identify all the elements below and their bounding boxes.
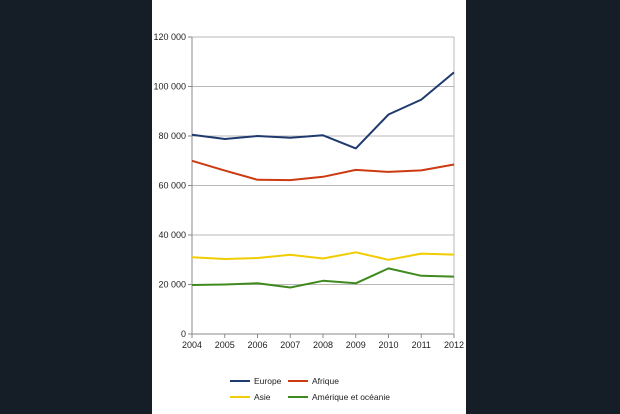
legend-label-europe: Europe xyxy=(254,376,282,386)
legend-label-asie: Asie xyxy=(254,392,271,402)
y-tick-label-4: 80 000 xyxy=(158,131,186,141)
x-tick-label-2006: 2006 xyxy=(247,340,267,350)
legend: Europe Afrique Asie Amérique et océanie xyxy=(230,376,390,402)
chart-panel: 0 20 000 40 000 60 000 80 000 100 000 120 000 … xyxy=(152,0,466,414)
y-tick-label-1: 20 000 xyxy=(158,280,186,290)
x-tick-label-2008: 2008 xyxy=(313,340,333,350)
x-tick-label-2011: 2011 xyxy=(412,340,431,350)
x-tick-label-2007: 2007 xyxy=(280,340,300,350)
y-tick-label-2: 40 000 xyxy=(158,230,186,240)
legend-label-am-rique-et-oc-anie: Amérique et océanie xyxy=(312,392,390,402)
series-line-am-rique-et-oc-anie xyxy=(191,267,455,289)
x-tick-label-2005: 2005 xyxy=(215,340,235,350)
y-tick-label-3: 60 000 xyxy=(158,181,186,191)
x-tick-label-2004: 2004 xyxy=(182,340,202,350)
series-line-asie xyxy=(191,251,455,261)
x-tick-label-2010: 2010 xyxy=(378,340,398,350)
y-axis-ticks: 0 20 000 40 000 60 000 80 000 100 000 120 000 xyxy=(153,32,192,339)
legend-label-afrique: Afrique xyxy=(312,376,339,386)
x-tick-label-2009: 2009 xyxy=(346,340,366,350)
x-tick-label-2012: 2012 xyxy=(444,340,464,350)
y-tick-label-5: 100 000 xyxy=(153,82,186,92)
y-tick-label-0: 0 xyxy=(181,329,186,339)
series-lines xyxy=(191,71,455,289)
gridlines xyxy=(192,36,454,335)
x-axis-ticks: 2004 2005 2006 2007 2008 2009 2010 2011 2012 xyxy=(182,334,464,350)
y-tick-label-6: 120 000 xyxy=(153,32,186,42)
series-line-afrique xyxy=(191,159,455,182)
series-line-europe xyxy=(191,71,455,150)
